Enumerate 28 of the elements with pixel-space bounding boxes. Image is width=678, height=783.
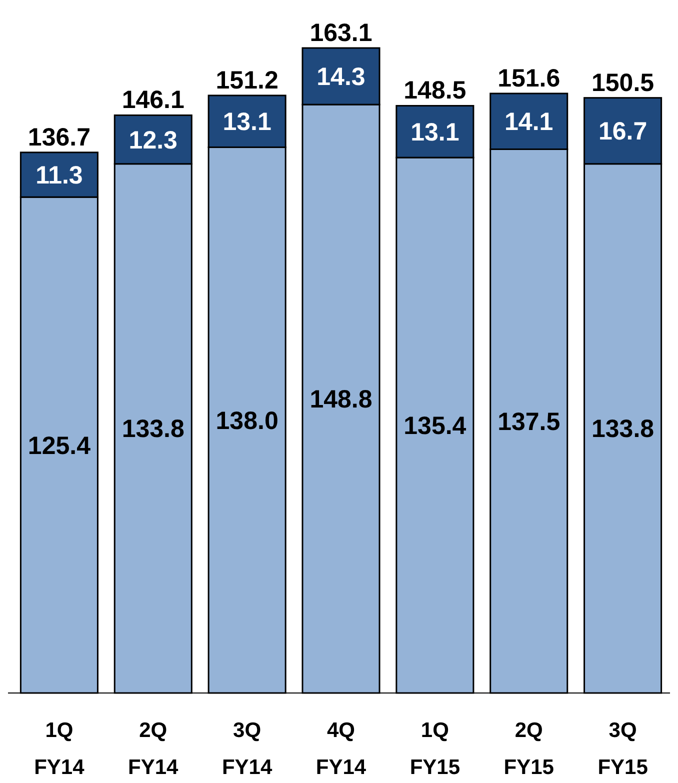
x-tick-label: 3Q FY15 — [598, 719, 648, 779]
total-label: 163.1 — [310, 19, 372, 47]
data-label: 13.1 — [410, 118, 460, 146]
data-label: 13.1 — [222, 108, 272, 136]
data-label: 135.4 — [404, 412, 466, 440]
x-tick-label: 4Q FY14 — [316, 719, 366, 779]
total-label: 150.5 — [592, 68, 654, 97]
data-label: 137.5 — [498, 408, 560, 436]
data-label: 148.8 — [310, 386, 372, 414]
total-label: 148.5 — [404, 76, 466, 105]
data-label: 133.8 — [122, 415, 185, 444]
total-label: 151.2 — [216, 66, 278, 94]
x-tick-label: 2Q FY14 — [128, 719, 179, 779]
data-label: 133.8 — [592, 415, 654, 444]
x-tick-label: 2Q FY15 — [504, 719, 554, 779]
total-label: 146.1 — [122, 86, 185, 114]
x-tick-label: 3Q FY14 — [222, 719, 272, 779]
data-label: 12.3 — [128, 126, 178, 154]
data-label: 11.3 — [36, 161, 83, 190]
data-label: 14.1 — [504, 108, 554, 136]
data-label: 16.7 — [598, 118, 648, 146]
total-label: 136.7 — [28, 123, 90, 152]
x-tick-label: 1Q FY15 — [410, 719, 460, 779]
data-label: 14.3 — [316, 63, 366, 92]
total-label: 151.6 — [498, 64, 560, 92]
data-label: 138.0 — [216, 406, 278, 435]
x-tick-label: 1Q FY14 — [34, 719, 85, 779]
data-label: 125.4 — [28, 432, 91, 460]
